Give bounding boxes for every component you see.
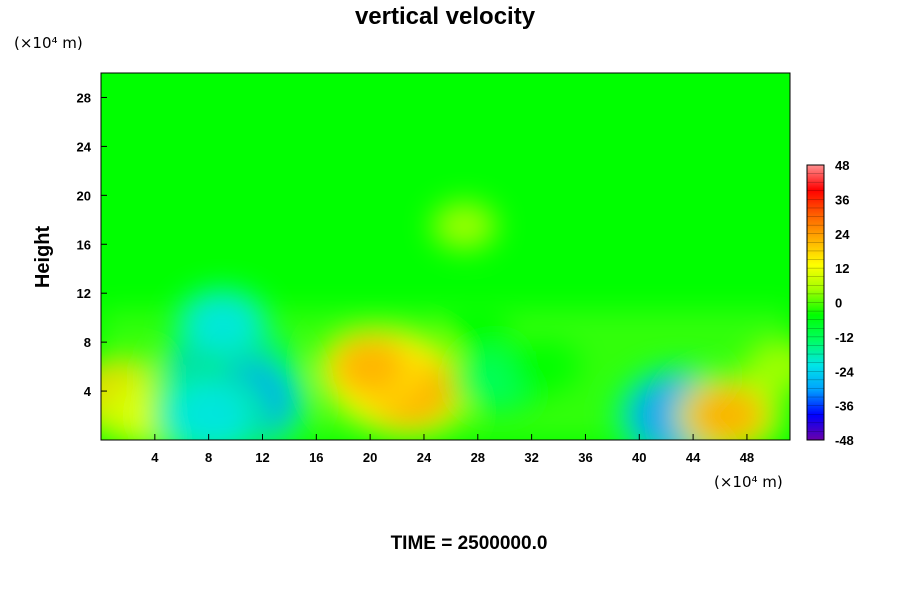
contour-feature (453, 304, 503, 344)
x-tick-label: 36 (578, 450, 592, 465)
x-tick-label: 20 (363, 450, 377, 465)
colorbar-tick-label: 12 (835, 261, 849, 276)
colorbar-tick-label: 48 (835, 158, 849, 173)
plot-frame (100, 72, 791, 441)
time-label: TIME = 2500000.0 (391, 533, 548, 554)
colorbar-ticks: 48 36 24 12 0 -12 -24 -36 -48 (807, 158, 855, 448)
colorbar-tick-label: 24 (835, 227, 850, 242)
y-tick-label: 8 (84, 335, 91, 350)
contour-feature (332, 336, 408, 397)
contour-feature (164, 379, 254, 440)
y-tick-label: 24 (77, 139, 92, 154)
x-ticks: 4 8 12 16 20 24 28 32 36 40 44 48 (151, 434, 754, 465)
y-tick-label: 16 (77, 237, 91, 252)
x-tick-label: 44 (686, 450, 701, 465)
contour-feature (518, 345, 572, 388)
colorbar-tick-label: 0 (835, 296, 842, 311)
contour-feature (184, 293, 260, 354)
contour-feature (688, 385, 765, 440)
plot-area (101, 73, 790, 440)
contour-feature (753, 345, 790, 388)
x-axis-unit: (×10⁴ m) (714, 473, 783, 491)
y-axis-label: Height (32, 226, 54, 289)
x-tick-label: 24 (417, 450, 432, 465)
x-tick-label: 28 (471, 450, 485, 465)
y-tick-label: 4 (84, 384, 92, 399)
colorbar-tick-label: -12 (835, 330, 854, 345)
y-tick-label: 28 (77, 90, 91, 105)
colorbar-tick-label: -48 (835, 433, 854, 448)
y-tick-label: 20 (77, 188, 91, 203)
x-tick-label: 32 (524, 450, 538, 465)
x-tick-label: 16 (309, 450, 323, 465)
contour-features (101, 200, 790, 440)
x-tick-label: 40 (632, 450, 646, 465)
x-tick-label: 48 (740, 450, 754, 465)
y-axis-unit: (×10⁴ m) (14, 34, 83, 52)
colorbar-tick-label: 36 (835, 192, 849, 207)
y-ticks: 4 8 12 16 20 24 28 (77, 90, 107, 399)
x-tick-label: 4 (151, 450, 159, 465)
colorbar-tick-label: -36 (835, 399, 854, 414)
x-tick-label: 8 (205, 450, 212, 465)
contour-feature (439, 206, 489, 246)
colorbar-tick-label: -24 (835, 364, 855, 379)
chart-title: vertical velocity (355, 3, 536, 30)
x-tick-label: 12 (255, 450, 269, 465)
y-tick-label: 12 (77, 286, 91, 301)
